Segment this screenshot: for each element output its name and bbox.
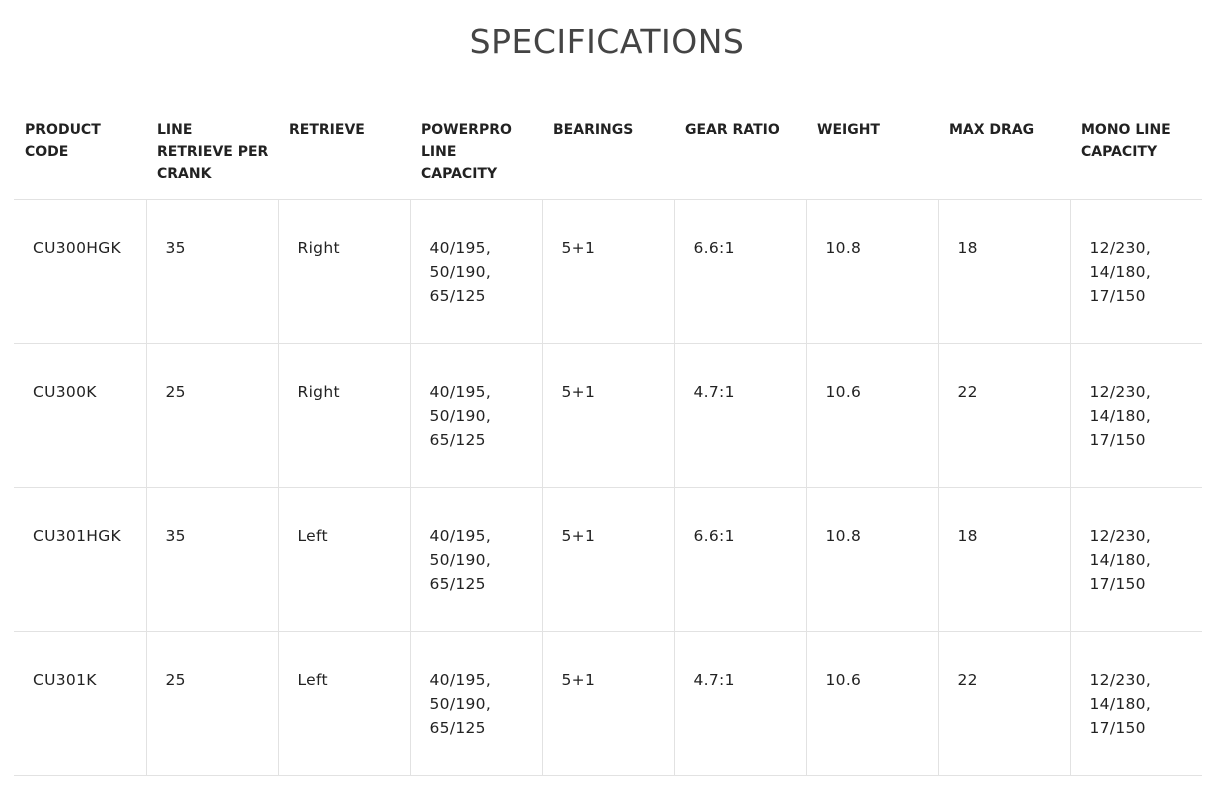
column-header: GEAR RATIO	[674, 118, 806, 200]
table-cell: CU300K	[14, 343, 146, 488]
table-cell: 35	[145, 199, 278, 344]
table-cell: Right	[277, 343, 410, 488]
table-cell: 10.6	[805, 343, 938, 488]
column-header: LINE RETRIEVE PER CRANK	[146, 118, 278, 200]
table-cell: CU300HGK	[14, 199, 146, 344]
table-cell: 6.6:1	[673, 199, 806, 344]
table-row: CU300HGK 35 Right 40/195, 50/190, 65/125 5+1…	[14, 199, 1202, 344]
table-row: CU301K 25 Left 40/195, 50/190, 65/125 5+1 4.7…	[14, 631, 1202, 776]
table-row: CU301HGK 35 Left 40/195, 50/190, 65/125 5+1 6…	[14, 487, 1202, 632]
table-cell: 12/230, 14/180, 17/150	[1069, 631, 1202, 776]
specifications-table: PRODUCT CODE LINE RETRIEVE PER CRANK RETRI…	[14, 118, 1202, 776]
table-cell: 5+1	[541, 343, 674, 488]
table-cell: 22	[937, 343, 1070, 488]
table-cell: 25	[145, 631, 278, 776]
table-cell: 4.7:1	[673, 343, 806, 488]
table-cell: 10.6	[805, 631, 938, 776]
table-cell: 5+1	[541, 631, 674, 776]
column-header: PRODUCT CODE	[14, 118, 146, 200]
table-cell: 18	[937, 487, 1070, 632]
table-cell: 6.6:1	[673, 487, 806, 632]
column-header: POWERPRO LINE CAPACITY	[410, 118, 542, 200]
table-cell: 25	[145, 343, 278, 488]
table-cell: 18	[937, 199, 1070, 344]
table-cell: Left	[277, 487, 410, 632]
column-header: WEIGHT	[806, 118, 938, 200]
table-cell: 35	[145, 487, 278, 632]
table-cell: Left	[277, 631, 410, 776]
table-header-row: PRODUCT CODE LINE RETRIEVE PER CRANK RETRI…	[14, 118, 1202, 200]
column-header: RETRIEVE	[278, 118, 410, 200]
table-cell: 5+1	[541, 487, 674, 632]
table-cell: CU301HGK	[14, 487, 146, 632]
table-cell: 12/230, 14/180, 17/150	[1069, 487, 1202, 632]
table-row: CU300K 25 Right 40/195, 50/190, 65/125 5+1 4.…	[14, 343, 1202, 488]
table-cell: 22	[937, 631, 1070, 776]
table-cell: Right	[277, 199, 410, 344]
table-cell: CU301K	[14, 631, 146, 776]
table-cell: 10.8	[805, 487, 938, 632]
table-cell: 12/230, 14/180, 17/150	[1069, 199, 1202, 344]
table-cell: 12/230, 14/180, 17/150	[1069, 343, 1202, 488]
column-header: BEARINGS	[542, 118, 674, 200]
table-cell: 40/195, 50/190, 65/125	[409, 631, 542, 776]
table-cell: 5+1	[541, 199, 674, 344]
table-cell: 40/195, 50/190, 65/125	[409, 343, 542, 488]
page-title: SPECIFICATIONS	[469, 22, 745, 61]
table-cell: 10.8	[805, 199, 938, 344]
table-cell: 40/195, 50/190, 65/125	[409, 199, 542, 344]
column-header: MAX DRAG	[938, 118, 1070, 200]
table-cell: 40/195, 50/190, 65/125	[409, 487, 542, 632]
column-header: MONO LINE CAPACITY	[1070, 118, 1202, 200]
table-cell: 4.7:1	[673, 631, 806, 776]
